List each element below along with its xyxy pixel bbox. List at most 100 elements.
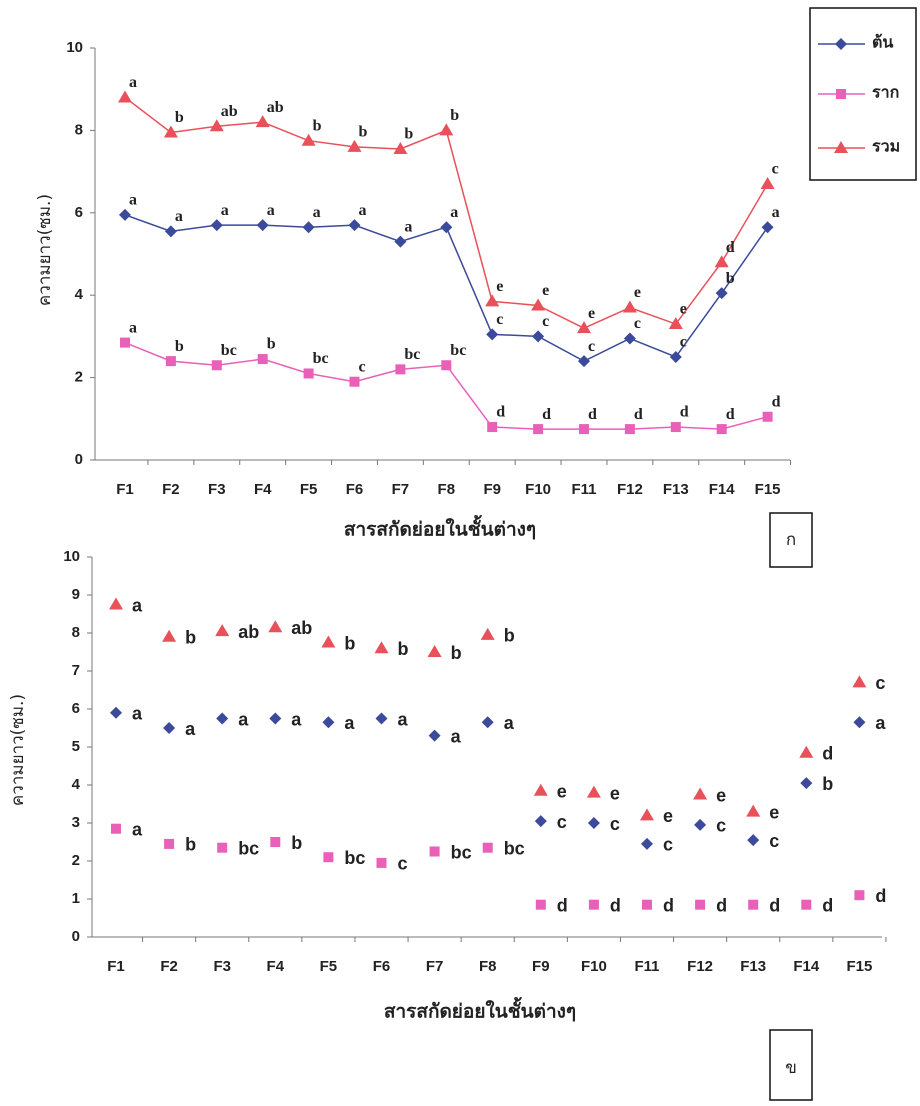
significance-letter: a: [344, 713, 355, 733]
significance-letter: b: [291, 833, 302, 853]
significance-letter: a: [450, 204, 458, 221]
marker: [429, 846, 440, 857]
significance-letter: a: [238, 709, 249, 729]
y-tick-label: 4: [75, 286, 84, 303]
significance-letter: bc: [344, 848, 365, 868]
marker: [668, 317, 683, 330]
marker: [622, 300, 637, 313]
x-tick-label: F7: [392, 481, 410, 498]
y-tick-label: 7: [72, 662, 80, 679]
significance-letter: bc: [450, 342, 466, 359]
marker: [799, 745, 814, 758]
marker: [623, 332, 636, 345]
series-line: [124, 214, 769, 362]
y-tick-label: 5: [72, 738, 80, 755]
marker: [120, 337, 130, 348]
marker: [760, 176, 775, 189]
marker: [588, 899, 599, 910]
marker: [480, 627, 495, 640]
marker: [836, 89, 846, 99]
marker: [110, 706, 122, 719]
y-tick-label: 1: [72, 890, 80, 907]
marker: [579, 424, 589, 435]
x-tick-label: F11: [634, 958, 659, 975]
x-tick-label: F15: [846, 958, 872, 975]
marker: [487, 422, 498, 433]
legend-label: ต้น: [872, 34, 893, 52]
marker: [694, 818, 707, 831]
x-tick-label: F8: [479, 958, 497, 975]
marker: [834, 141, 848, 153]
marker: [322, 716, 335, 729]
significance-letter: b: [175, 109, 184, 126]
significance-letter: a: [267, 202, 275, 219]
significance-letter: e: [557, 781, 567, 801]
marker: [746, 804, 761, 817]
marker: [164, 225, 177, 238]
y-tick-label: 2: [75, 369, 83, 386]
significance-letter: c: [634, 315, 641, 332]
marker: [693, 787, 708, 800]
marker: [531, 298, 546, 311]
significance-letter: b: [450, 107, 459, 124]
significance-letter: c: [875, 673, 885, 693]
marker: [164, 838, 175, 849]
marker: [670, 422, 681, 433]
x-tick-label: F13: [740, 958, 766, 975]
significance-letter: a: [129, 74, 137, 91]
x-axis-title: สารสกัดย่อยในชั้นต่างๆ: [384, 997, 576, 1023]
x-tick-label: F14: [709, 481, 736, 498]
significance-letter: e: [716, 785, 726, 805]
x-tick-label: F3: [213, 958, 231, 975]
panel-label: ก: [786, 530, 796, 550]
legend-label: รวม: [872, 139, 900, 156]
significance-letter: bc: [313, 350, 329, 367]
significance-letter: a: [398, 709, 409, 729]
marker: [532, 330, 545, 343]
significance-letter: d: [769, 895, 780, 915]
significance-letter: e: [496, 278, 503, 295]
x-tick-label: F1: [107, 958, 125, 975]
panel-label: ข: [785, 1058, 797, 1078]
significance-letter: c: [588, 338, 595, 355]
y-tick-label: 9: [72, 586, 80, 603]
significance-letter: a: [504, 713, 515, 733]
significance-letter: c: [496, 311, 503, 328]
significance-letter: d: [663, 895, 674, 915]
significance-letter: b: [451, 643, 462, 663]
marker: [533, 783, 548, 796]
significance-letter: b: [398, 639, 409, 659]
significance-letter: a: [129, 319, 137, 336]
significance-letter: d: [588, 406, 597, 423]
marker: [853, 716, 866, 729]
significance-letter: b: [185, 628, 196, 648]
significance-letter: a: [129, 192, 137, 209]
x-tick-label: F6: [373, 958, 391, 975]
x-tick-label: F10: [581, 958, 607, 975]
significance-letter: d: [634, 406, 643, 423]
marker: [482, 842, 493, 853]
marker: [800, 777, 813, 790]
x-tick-label: F8: [438, 481, 456, 498]
marker: [427, 645, 442, 657]
significance-letter: c: [663, 835, 673, 855]
significance-letter: d: [875, 886, 886, 906]
marker: [302, 221, 315, 234]
marker: [163, 722, 176, 734]
y-tick-label: 3: [72, 814, 80, 831]
significance-letter: c: [542, 313, 549, 330]
marker: [347, 139, 362, 152]
marker: [486, 328, 499, 341]
significance-letter: d: [726, 406, 735, 423]
marker: [624, 424, 635, 435]
marker: [640, 808, 654, 821]
marker: [716, 424, 727, 435]
marker: [715, 287, 728, 300]
significance-letter: e: [769, 802, 779, 822]
significance-letter: c: [716, 816, 726, 836]
x-tick-label: F14: [793, 958, 820, 975]
y-tick-label: 4: [72, 776, 81, 793]
significance-letter: bc: [238, 838, 259, 858]
marker: [119, 208, 131, 221]
x-tick-label: F10: [525, 481, 551, 498]
